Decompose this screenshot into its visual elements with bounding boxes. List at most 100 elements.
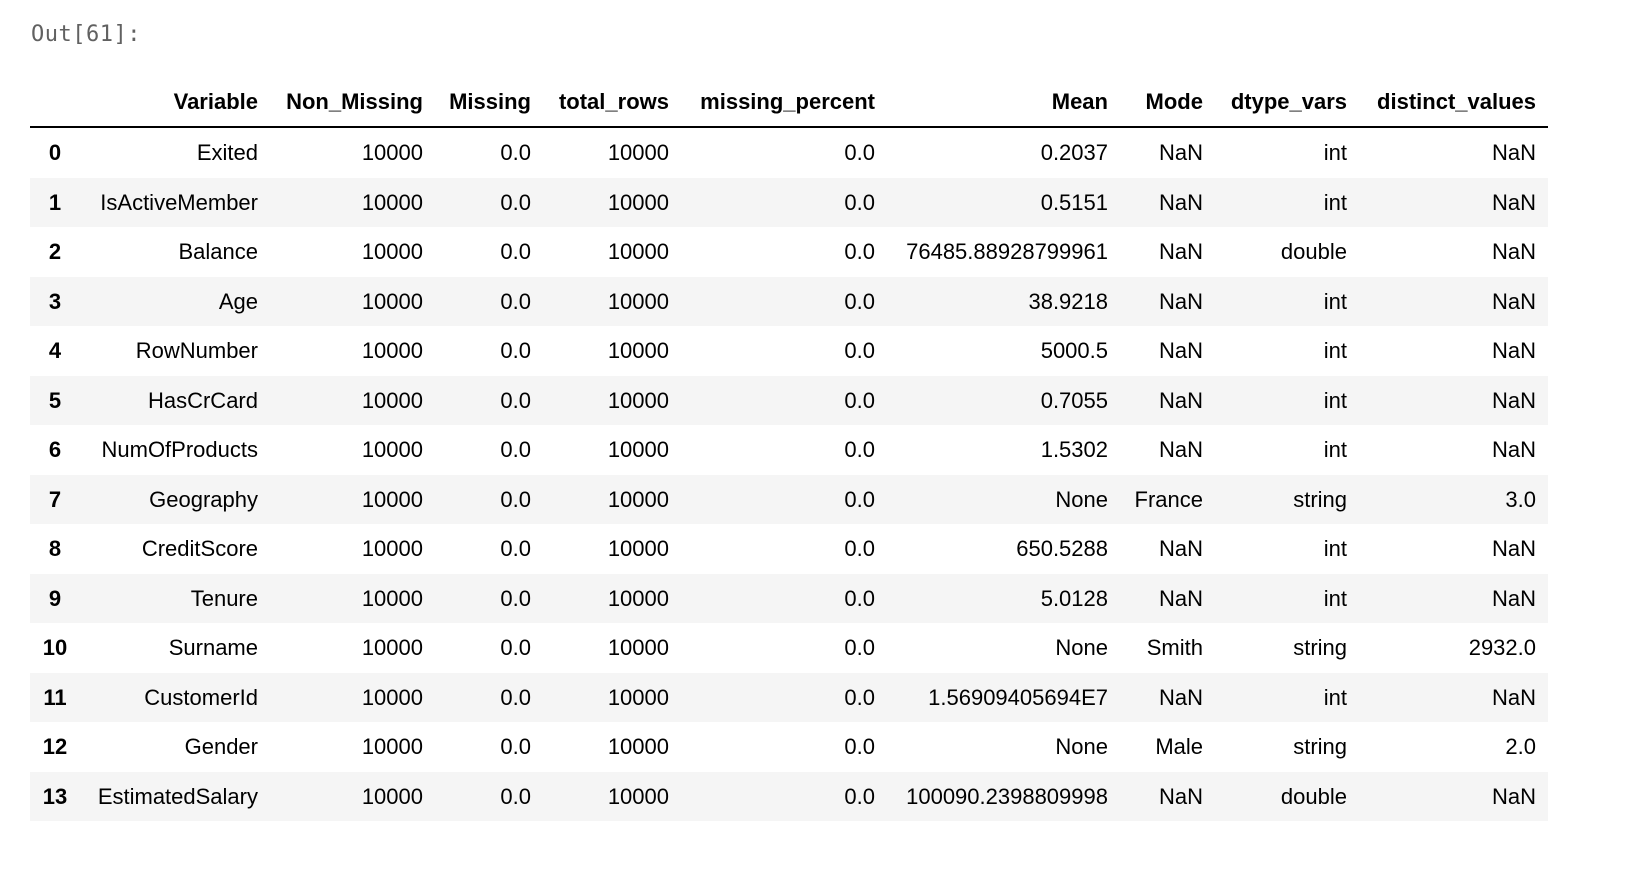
column-header-missing: Missing — [435, 78, 543, 128]
column-header-dtype-vars: dtype_vars — [1215, 78, 1359, 128]
column-header-non-missing: Non_Missing — [270, 78, 435, 128]
table-row: 4 RowNumber 10000 0.0 10000 0.0 5000.5 NaN int Na… — [30, 326, 1548, 376]
non-missing-cell: 10000 — [361, 387, 423, 413]
mean-cell: 5.0128 — [1040, 585, 1108, 611]
table-row: 12 Gender 10000 0.0 10000 0.0 None Male string 2.… — [30, 722, 1548, 772]
column-header-missing-percent: missing_percent — [681, 78, 887, 128]
total-rows-cell: 10000 — [607, 140, 669, 165]
mode-cell: NaN — [1158, 140, 1203, 165]
missing-cell: 0.0 — [500, 189, 531, 215]
variable-cell: Tenure — [190, 585, 258, 611]
row-index: 6 — [48, 437, 62, 462]
dtype-cell: string — [1293, 635, 1347, 660]
missing-cell: 0.0 — [500, 140, 531, 165]
dtype-cell: int — [1323, 684, 1347, 710]
non-missing-cell: 10000 — [361, 288, 423, 314]
table-row: 9 Tenure 10000 0.0 10000 0.0 5.0128 NaN int NaN — [30, 573, 1548, 623]
table-row: 10 Surname 10000 0.0 10000 0.0 None Smith string… — [30, 623, 1548, 673]
distinct-values-cell: 2932.0 — [1468, 635, 1536, 660]
row-index: 2 — [48, 239, 62, 264]
missing-percent-cell: 0.0 — [844, 734, 875, 759]
variable-cell: Geography — [149, 486, 258, 512]
variable-cell: IsActiveMember — [100, 189, 258, 215]
distinct-values-cell: NaN — [1491, 437, 1536, 462]
dtype-cell: int — [1323, 585, 1347, 611]
non-missing-cell: 10000 — [361, 189, 423, 215]
distinct-values-cell: NaN — [1491, 585, 1536, 611]
dtype-cell: int — [1323, 189, 1347, 215]
total-rows-cell: 10000 — [607, 189, 669, 215]
non-missing-cell: 10000 — [361, 783, 423, 809]
total-rows-cell: 10000 — [607, 288, 669, 314]
table-row: 0 Exited 10000 0.0 10000 0.0 0.2037 NaN int NaN — [30, 127, 1548, 178]
row-index: 3 — [48, 288, 62, 314]
distinct-values-cell: NaN — [1491, 288, 1536, 314]
missing-percent-cell: 0.0 — [844, 783, 875, 809]
row-index: 11 — [43, 684, 67, 710]
column-header-mean: Mean — [887, 78, 1120, 128]
mode-cell: NaN — [1158, 783, 1203, 809]
missing-percent-cell: 0.0 — [844, 437, 875, 462]
row-index: 10 — [42, 635, 68, 660]
non-missing-cell: 10000 — [361, 734, 423, 759]
mode-cell: NaN — [1158, 437, 1203, 462]
mean-cell: 0.7055 — [1040, 387, 1108, 413]
table-row: 5 HasCrCard 10000 0.0 10000 0.0 0.7055 NaN int Na… — [30, 375, 1548, 425]
mean-cell: None — [1055, 734, 1108, 759]
dtype-cell: int — [1323, 288, 1347, 314]
non-missing-cell: 10000 — [361, 635, 423, 660]
non-missing-cell: 10000 — [361, 486, 423, 512]
total-rows-cell: 10000 — [607, 387, 669, 413]
mean-cell: 0.2037 — [1040, 140, 1108, 165]
distinct-values-cell: 3.0 — [1505, 486, 1536, 512]
mode-cell: NaN — [1158, 536, 1203, 561]
row-index: 7 — [48, 486, 62, 512]
distinct-values-cell: 2.0 — [1505, 734, 1536, 759]
table-row: 13 EstimatedSalary 10000 0.0 10000 0.0 100090.… — [30, 771, 1548, 821]
distinct-values-cell: NaN — [1491, 684, 1536, 710]
total-rows-cell: 10000 — [607, 684, 669, 710]
table-row: 1 IsActiveMember 10000 0.0 10000 0.0 0.5151 NaN… — [30, 177, 1548, 227]
row-index: 12 — [42, 734, 68, 759]
total-rows-cell: 10000 — [607, 734, 669, 759]
missing-percent-cell: 0.0 — [844, 684, 875, 710]
total-rows-cell: 10000 — [607, 585, 669, 611]
mode-cell: France — [1134, 486, 1203, 512]
mean-cell: 5000.5 — [1040, 338, 1108, 363]
distinct-values-cell: NaN — [1491, 140, 1536, 165]
mean-cell: 76485.88928799961 — [906, 239, 1108, 264]
mode-cell: NaN — [1158, 585, 1203, 611]
column-header-mode: Mode — [1120, 78, 1215, 128]
output-prompt: Out[61]: — [31, 22, 141, 47]
variable-cell: Exited — [196, 140, 258, 165]
dtype-cell: double — [1280, 783, 1347, 809]
variable-cell: Balance — [178, 239, 258, 264]
distinct-values-cell: NaN — [1491, 783, 1536, 809]
variable-cell: NumOfProducts — [101, 437, 259, 462]
missing-percent-cell: 0.0 — [844, 635, 875, 660]
missing-cell: 0.0 — [500, 684, 531, 710]
mode-cell: NaN — [1158, 338, 1203, 363]
missing-percent-cell: 0.0 — [844, 338, 875, 363]
missing-percent-cell: 0.0 — [844, 585, 875, 611]
distinct-values-cell: NaN — [1491, 338, 1536, 363]
dtype-cell: string — [1293, 734, 1347, 759]
dtype-cell: int — [1323, 536, 1347, 561]
non-missing-cell: 10000 — [361, 437, 423, 462]
row-index: 0 — [48, 140, 62, 165]
column-header-variable: Variable — [80, 78, 270, 128]
variable-cell: EstimatedSalary — [97, 783, 258, 809]
missing-cell: 0.0 — [500, 288, 531, 314]
table-row: 6 NumOfProducts 10000 0.0 10000 0.0 1.5302 NaN i… — [30, 425, 1548, 475]
distinct-values-cell: NaN — [1491, 189, 1536, 215]
mode-cell: Male — [1155, 734, 1203, 759]
dtype-cell: string — [1293, 486, 1347, 512]
mean-cell: 38.9218 — [1028, 288, 1108, 314]
mode-cell: NaN — [1158, 288, 1203, 314]
mean-cell: 1.5302 — [1040, 437, 1108, 462]
dtype-cell: int — [1323, 338, 1347, 363]
missing-percent-cell: 0.0 — [844, 288, 875, 314]
dtype-cell: int — [1323, 437, 1347, 462]
column-header-index — [30, 78, 80, 128]
mean-cell: None — [1055, 486, 1108, 512]
